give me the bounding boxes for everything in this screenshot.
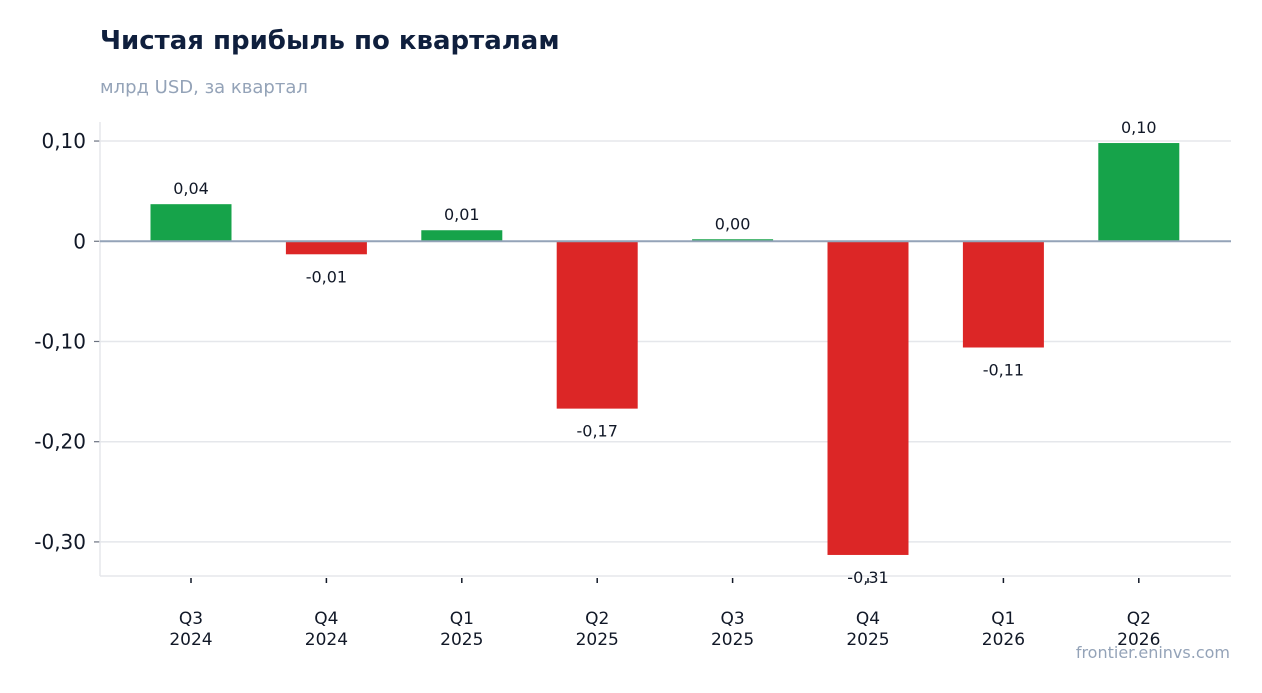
x-tick-label-year: 2025 bbox=[576, 630, 619, 650]
x-tick-label-quarter: Q1 bbox=[991, 609, 1015, 629]
bar-q3-2025 bbox=[692, 239, 774, 242]
x-tick-label-year: 2024 bbox=[169, 630, 212, 650]
data-label: 0,00 bbox=[715, 214, 751, 233]
chart-title: Чистая прибыль по кварталам bbox=[100, 26, 560, 56]
x-tick-label-year: 2026 bbox=[1117, 630, 1160, 650]
x-tick-label-quarter: Q4 bbox=[314, 609, 338, 629]
y-tick-label: -0,10 bbox=[34, 329, 86, 353]
data-label: -0,01 bbox=[306, 267, 347, 286]
x-tick-label-quarter: Q2 bbox=[1127, 609, 1151, 629]
bar-q2-2025 bbox=[556, 241, 638, 409]
bar-q3-2024 bbox=[150, 204, 232, 242]
x-tick-label-year: 2026 bbox=[982, 630, 1025, 650]
bar-q2-2026 bbox=[1098, 143, 1180, 242]
axes bbox=[94, 122, 1231, 583]
labels: 0,100-0,10-0,20-0,300,04Q32024-0,01Q4202… bbox=[34, 118, 1160, 650]
bar-q4-2025 bbox=[827, 241, 909, 555]
data-label: -0,11 bbox=[983, 360, 1024, 379]
x-tick-label-year: 2025 bbox=[846, 630, 889, 650]
x-tick-label-quarter: Q2 bbox=[585, 609, 609, 629]
source-watermark: frontier.eninvs.com bbox=[1075, 643, 1230, 662]
x-tick-label-year: 2024 bbox=[305, 630, 348, 650]
bar-q1-2026 bbox=[962, 241, 1044, 348]
x-tick-label-quarter: Q3 bbox=[179, 609, 203, 629]
y-tick-label: -0,20 bbox=[34, 430, 86, 454]
x-tick-label-quarter: Q4 bbox=[856, 609, 880, 629]
x-tick-label-quarter: Q3 bbox=[720, 609, 744, 629]
x-tick-label-quarter: Q1 bbox=[450, 609, 474, 629]
data-label: 0,04 bbox=[173, 179, 209, 198]
data-label: -0,31 bbox=[847, 568, 888, 587]
y-tick-label: 0 bbox=[73, 229, 86, 253]
grid-lines bbox=[100, 140, 1231, 543]
data-label: 0,10 bbox=[1121, 118, 1157, 137]
x-tick-label-year: 2025 bbox=[711, 630, 754, 650]
bar-q1-2025 bbox=[421, 230, 503, 242]
chart-subtitle: млрд USD, за квартал bbox=[100, 77, 308, 98]
data-label: -0,17 bbox=[576, 422, 617, 441]
bars bbox=[150, 143, 1180, 555]
bar-q4-2024 bbox=[285, 241, 367, 255]
x-tick-label-year: 2025 bbox=[440, 630, 483, 650]
y-tick-label: 0,10 bbox=[41, 129, 86, 153]
data-label: 0,01 bbox=[444, 205, 480, 224]
y-tick-label: -0,30 bbox=[34, 530, 86, 554]
